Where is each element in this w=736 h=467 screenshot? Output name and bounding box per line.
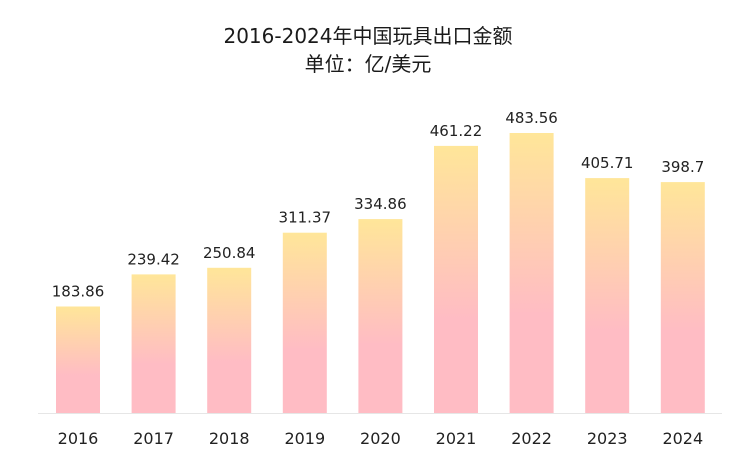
value-label-2017: 239.42 <box>127 250 180 268</box>
x-tick-label-2021: 2021 <box>436 429 477 448</box>
value-label-2022: 483.56 <box>505 109 558 127</box>
value-label-2019: 311.37 <box>279 209 332 227</box>
bar-2023 <box>585 178 630 413</box>
bar-2021 <box>434 145 478 413</box>
value-label-2021: 461.22 <box>430 122 483 140</box>
value-labels-group: 183.86 239.42 250.84 311.37 334.86 461.22 483.… <box>52 109 705 301</box>
x-tick-label-2017: 2017 <box>133 429 174 448</box>
value-label-2024: 398.7 <box>661 158 704 176</box>
chart-title: 2016-2024年中国玩具出口金额 <box>223 24 513 48</box>
bar-2020 <box>358 219 403 413</box>
value-label-2016: 183.86 <box>52 283 105 301</box>
x-tick-label-2018: 2018 <box>209 429 250 448</box>
x-tick-label-2019: 2019 <box>284 429 325 448</box>
value-label-2020: 334.86 <box>354 195 407 213</box>
bar-2017 <box>131 274 176 413</box>
x-tick-label-2020: 2020 <box>360 429 401 448</box>
bars-group <box>56 133 705 413</box>
value-label-2023: 405.71 <box>581 154 634 172</box>
value-label-2018: 250.84 <box>203 244 256 262</box>
bar-2024 <box>660 182 705 413</box>
x-tick-label-2016: 2016 <box>58 429 99 448</box>
x-tick-label-2023: 2023 <box>587 429 628 448</box>
x-tick-labels-group: 2016 2017 2018 2019 2020 2021 2022 2023 2024 <box>58 429 704 448</box>
chart-subtitle: 单位：亿/美元 <box>304 52 432 76</box>
x-tick-label-2022: 2022 <box>511 429 552 448</box>
bar-2022 <box>509 133 554 413</box>
chart-title-block: 2016-2024年中国玩具出口金额 单位：亿/美元 <box>0 22 736 78</box>
bar-2016 <box>56 306 100 413</box>
x-tick-label-2024: 2024 <box>662 429 703 448</box>
bar-2018 <box>207 267 252 413</box>
bar-2019 <box>282 232 327 413</box>
